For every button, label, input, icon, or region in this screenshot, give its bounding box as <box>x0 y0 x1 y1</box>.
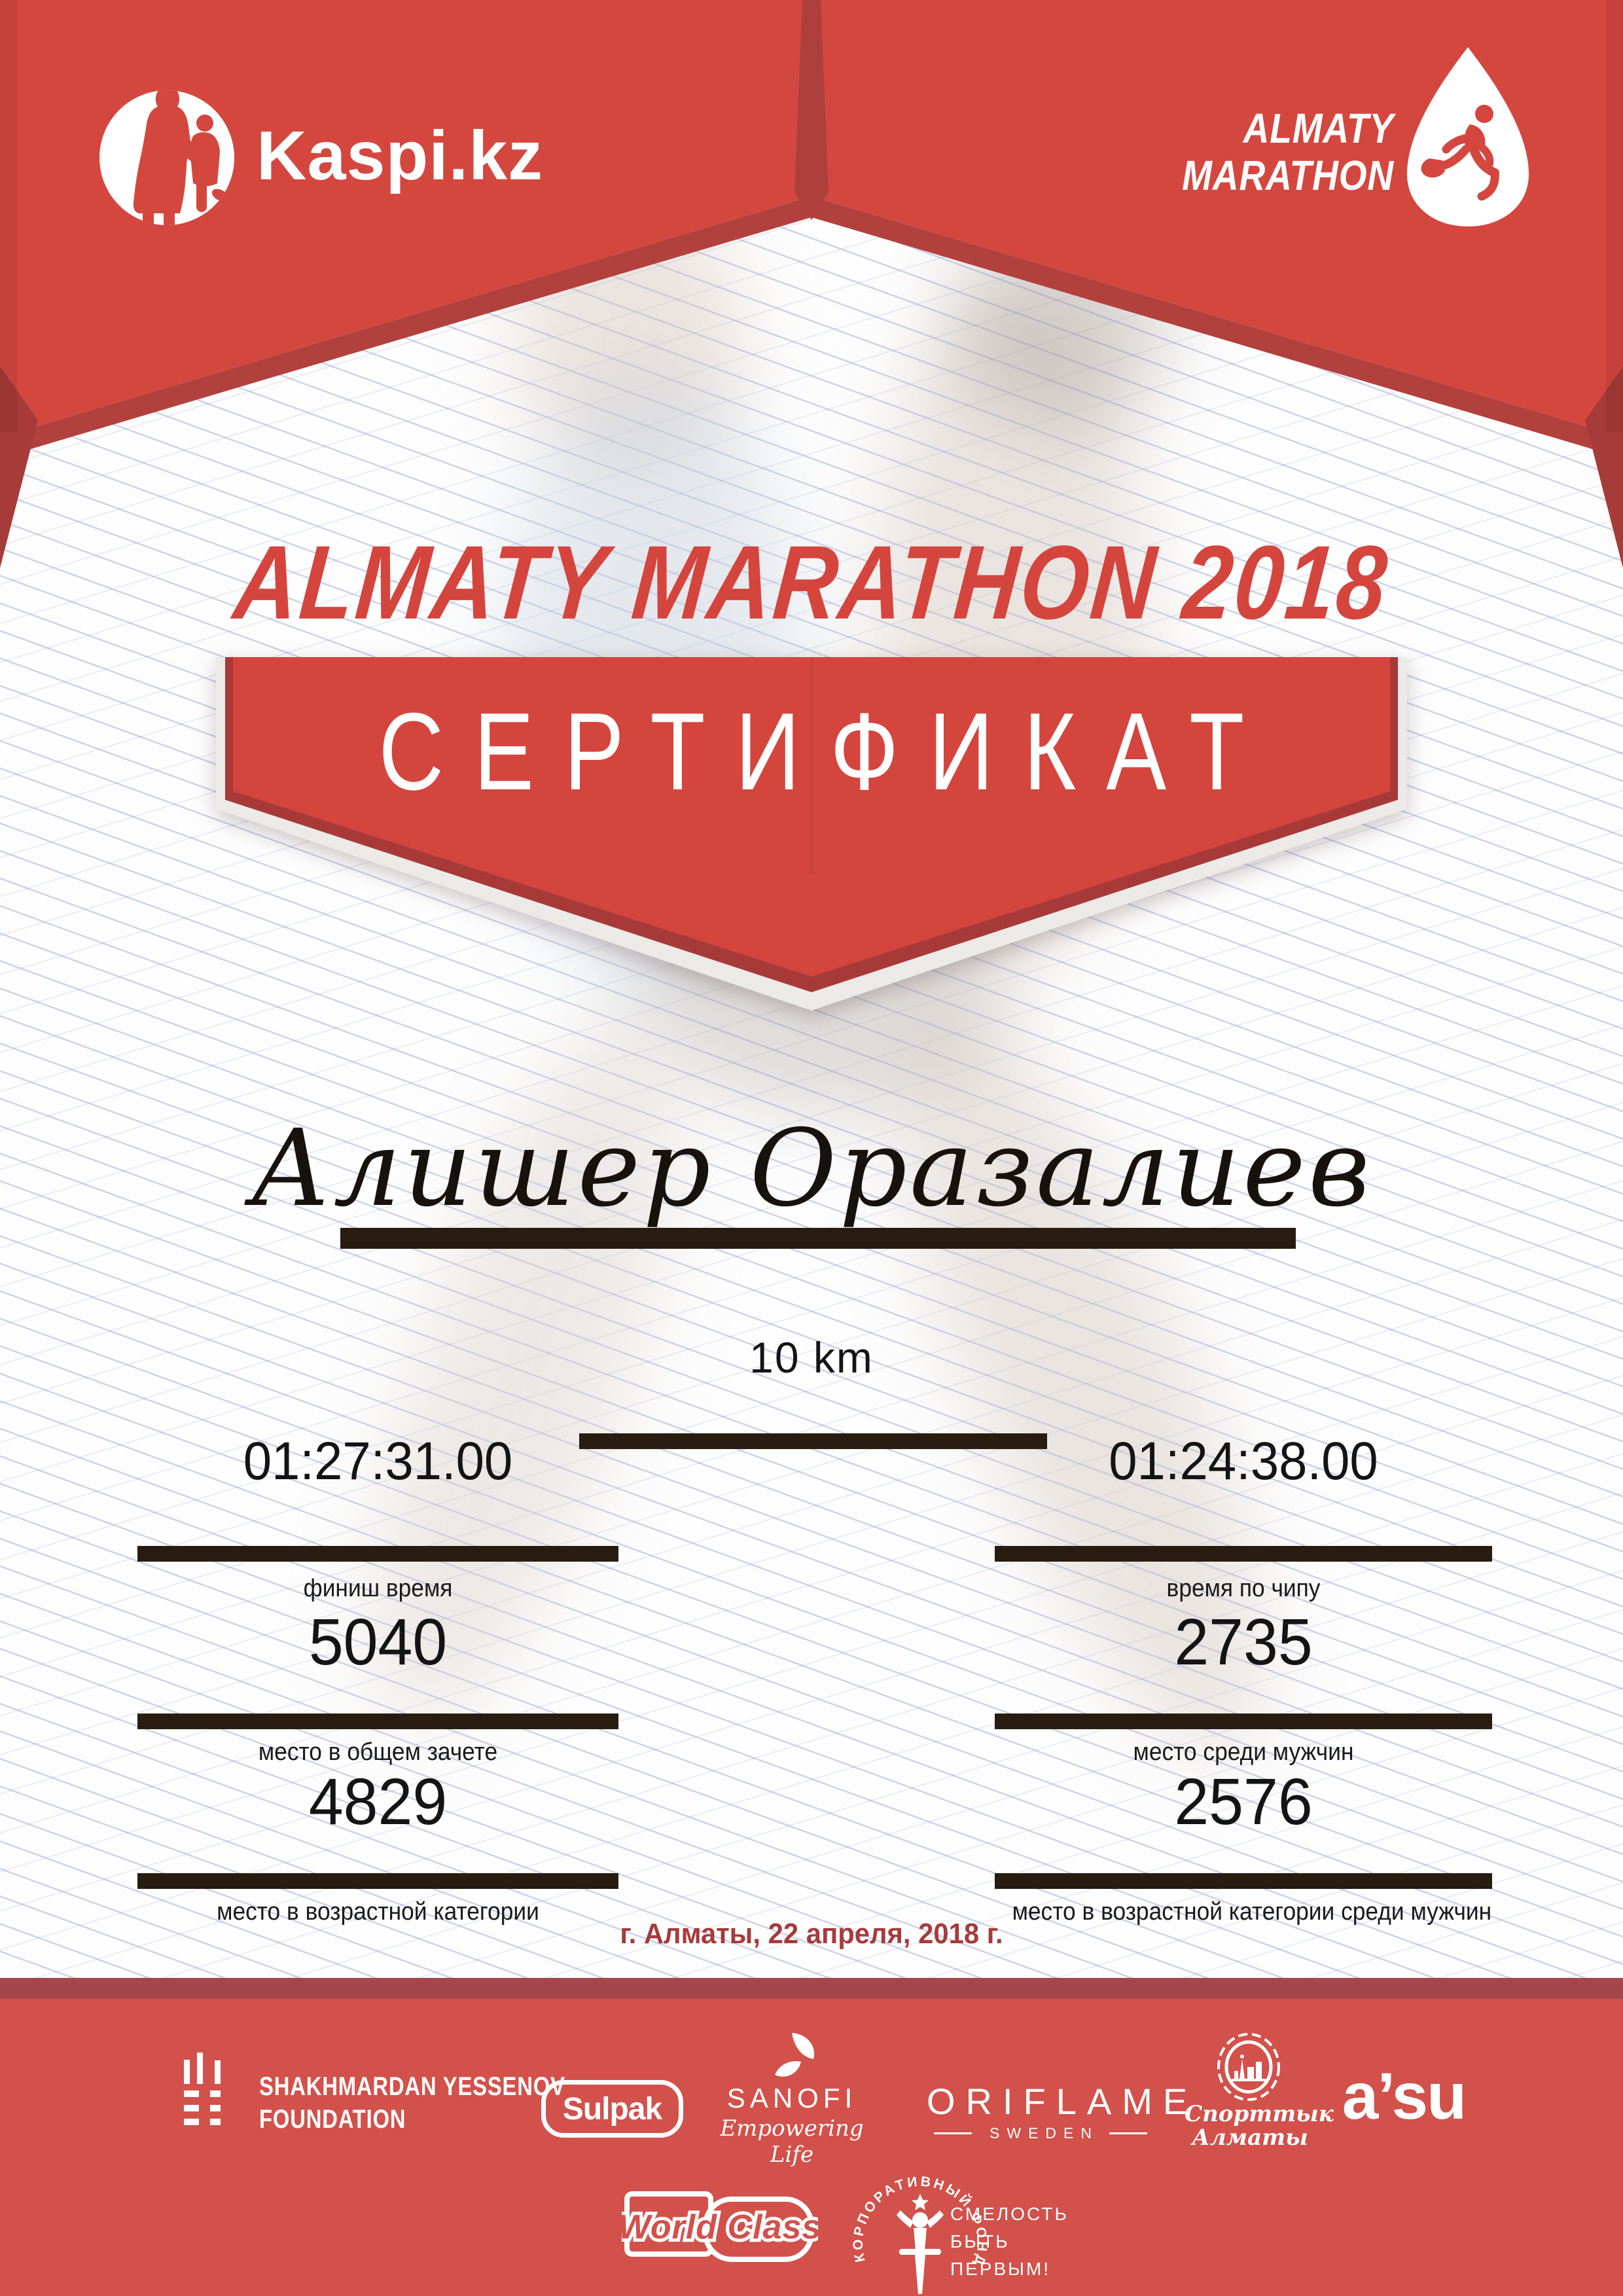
yessenov-foundation: FOUNDATION <box>259 2105 406 2134</box>
sponsors-footer: SHAKHMARDAN YESSENOV FOUNDATION Sulpak S… <box>0 1999 1623 2296</box>
distance-value: 10 km <box>749 1333 874 1382</box>
header-ribbon <box>0 0 1623 568</box>
almaty-marathon-drop-icon <box>1407 47 1529 226</box>
certificate-banner <box>216 657 1407 1011</box>
yessenov-name: SHAKHMARDAN YESSENOV <box>259 2072 565 2101</box>
sanofi-wordmark: SANOFI <box>726 2083 857 2113</box>
sporttyk-script-text: Спорттык Алматы <box>1185 2101 1334 2151</box>
chip-time-label: время по чипу <box>1166 1575 1321 1602</box>
men-place-label: место среди мужчин <box>1133 1738 1354 1766</box>
chip-time-rule <box>995 1546 1492 1562</box>
chip-time-value: 01:24:38.00 <box>1109 1431 1378 1491</box>
overall-place-rule <box>137 1713 618 1729</box>
certificate-word: СЕРТИФИКАТ <box>378 690 1275 813</box>
worldclass-logo: World Class <box>622 2191 818 2262</box>
sanofi-bird-icon <box>775 2033 815 2077</box>
event-date: г. Алматы, 22 апреля, 2018 г. <box>620 1918 1003 1950</box>
footer-divider-band <box>0 1978 1623 1999</box>
fond-slogan: СМЕЛОСТЬ БЫТЬ ПЕРВЫМ! <box>950 2204 1069 2279</box>
kaspi-wordmark: Kaspi.kz <box>257 117 544 194</box>
age-men-place-value: 2576 <box>1174 1765 1313 1839</box>
sulpak-wordmark: Sulpak <box>562 2091 662 2126</box>
oriflame-wordmark: ORIFLAME <box>927 2081 1198 2122</box>
age-place-label: место в возрастной категории <box>217 1898 539 1926</box>
asu-wordmark: a’su <box>1342 2060 1467 2133</box>
kaspi-logo-icon <box>99 90 234 225</box>
worldclass-wordmark: World Class <box>622 2208 818 2246</box>
almaty-marathon-logo-text: ALMATY MARATHON <box>1152 105 1394 199</box>
sporttyk-almaty-emblem <box>1217 2033 1280 2101</box>
dash-left <box>934 2132 972 2134</box>
event-title: ALMATY MARATHON 2018 <box>229 524 1394 641</box>
overall-place-label: место в общем зачете <box>258 1738 498 1766</box>
marathon-line: MARATHON <box>1182 152 1394 199</box>
almaty-line: ALMATY <box>1243 105 1394 152</box>
participant-name: Алишер Оразалиев <box>250 1107 1373 1230</box>
finish-time-value: 01:27:31.00 <box>243 1431 513 1491</box>
age-men-place-rule <box>995 1873 1492 1889</box>
sulpak-logo: Sulpak <box>541 2080 683 2138</box>
sanofi-tagline: Empowering Life <box>720 2115 864 2168</box>
yessenov-foundation-icon <box>184 2053 221 2125</box>
age-place-value: 4829 <box>308 1765 448 1839</box>
age-men-place-label: место в возрастной категории среди мужчи… <box>1012 1898 1492 1926</box>
finish-time-rule <box>137 1546 618 1562</box>
name-underline <box>340 1228 1296 1249</box>
men-place-value: 2735 <box>1174 1605 1313 1679</box>
men-place-rule <box>995 1713 1492 1729</box>
distance-underline <box>579 1433 1047 1449</box>
dash-right <box>1109 2132 1147 2134</box>
oriflame-sweden: SWEDEN <box>916 2125 1165 2142</box>
finish-time-label: финиш время <box>303 1575 453 1602</box>
age-place-rule <box>137 1873 618 1889</box>
overall-place-value: 5040 <box>308 1605 448 1679</box>
corporate-fund-emblem: КОРПОРАТИВНЫЙ ФОНД <box>851 2174 987 2294</box>
